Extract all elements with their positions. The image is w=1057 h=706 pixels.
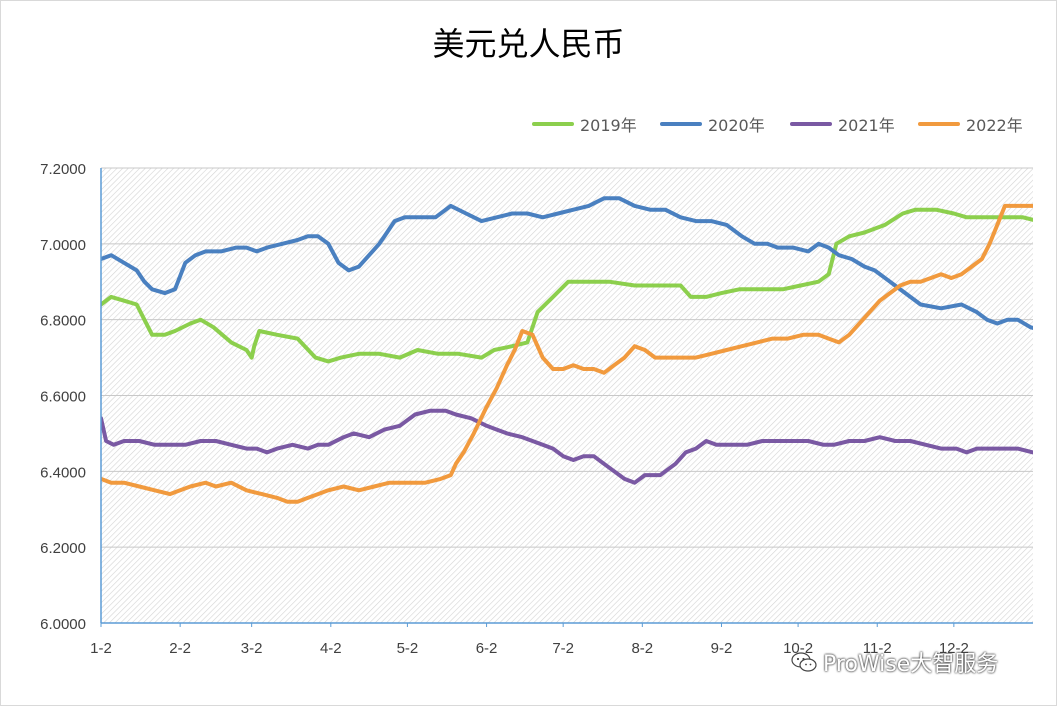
legend-swatch-2020 [660, 122, 702, 126]
legend-swatch-2019 [532, 122, 574, 126]
x-tick-label: 8-2 [631, 640, 653, 657]
x-tick-label: 4-2 [320, 640, 342, 657]
legend-label-2021: 2021年 [838, 116, 895, 135]
gridlines [101, 167, 1033, 548]
y-tick-label: 6.0000 [40, 616, 86, 633]
legend-item-2022: 2022年 [918, 113, 1023, 135]
y-tick-label: 7.2000 [40, 161, 86, 178]
series-line-3 [101, 203, 1033, 504]
series-line-2 [101, 408, 1033, 485]
x-tick-label: 7-2 [552, 640, 574, 657]
x-tick-label: 2-2 [169, 640, 191, 657]
series-line-0 [101, 207, 1033, 364]
x-tick-label: 11-2 [863, 640, 892, 657]
y-tick-label: 7.0000 [40, 237, 86, 254]
x-tick-label: 5-2 [397, 640, 419, 657]
legend-item-2019: 2019年 [532, 113, 637, 135]
series-line-1 [101, 196, 1033, 331]
watermark: ProWise大智服务 [791, 647, 998, 677]
legend-item-2020: 2020年 [660, 113, 765, 135]
y-tick-label: 6.4000 [40, 464, 86, 481]
series-lines [101, 196, 1033, 504]
x-tick-label: 3-2 [241, 640, 263, 657]
chart-title: 美元兑人民币 [432, 25, 625, 63]
x-tick-label: 6-2 [476, 640, 498, 657]
x-tick-label: 12-2 [939, 640, 969, 657]
legend-label-2022: 2022年 [966, 116, 1023, 135]
legend-swatch-2022 [918, 122, 960, 126]
x-tick-label: 9-2 [711, 640, 733, 657]
y-tick-label: 6.8000 [40, 313, 86, 330]
legend-item-2021: 2021年 [790, 113, 895, 135]
legend-label-2019: 2019年 [580, 116, 637, 135]
x-tick-label: 1-2 [90, 640, 112, 657]
legend-swatch-2021 [790, 122, 832, 126]
legend-label-2020: 2020年 [708, 116, 765, 135]
wechat-logo-icon [791, 652, 817, 672]
axes: 6.0000 6.2000 6.4000 6.6000 6.8000 7.0000 7.20… [40, 161, 1033, 657]
y-tick-label: 6.2000 [40, 540, 86, 557]
watermark-text: ProWise大智服务 [823, 652, 999, 677]
x-tick-label: 10-2 [783, 640, 813, 657]
y-tick-label: 6.6000 [40, 389, 86, 406]
